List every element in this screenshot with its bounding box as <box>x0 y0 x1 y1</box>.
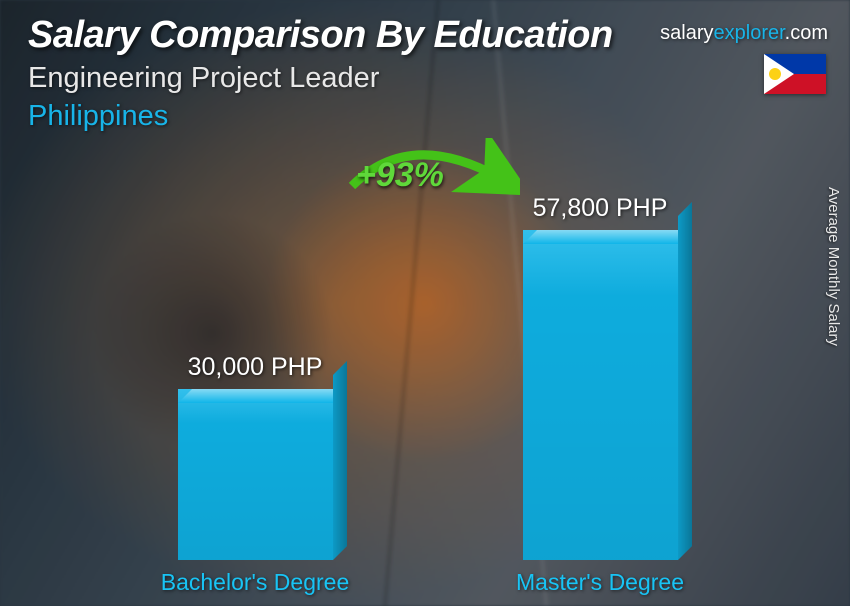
bar-category-label: Master's Degree <box>516 569 684 596</box>
flag-philippines <box>764 54 826 94</box>
bar-0: 30,000 PHPBachelor's Degree <box>178 389 333 560</box>
chart-title: Salary Comparison By Education <box>28 14 613 57</box>
job-title: Engineering Project Leader <box>28 62 379 95</box>
bar-value-label: 57,800 PHP <box>533 194 668 223</box>
y-axis-label: Average Monthly Salary <box>825 187 842 346</box>
brand-logo-text: salaryexplorer.com <box>660 22 828 45</box>
brand-suffix: .com <box>785 22 828 44</box>
bar-value-label: 30,000 PHP <box>188 353 323 382</box>
brand-prefix: salary <box>660 22 713 44</box>
bar-category-label: Bachelor's Degree <box>161 569 350 596</box>
brand-accent: explorer <box>714 22 785 44</box>
bar-1: 57,800 PHPMaster's Degree <box>523 230 678 560</box>
percentage-increase: +93% <box>356 156 444 195</box>
